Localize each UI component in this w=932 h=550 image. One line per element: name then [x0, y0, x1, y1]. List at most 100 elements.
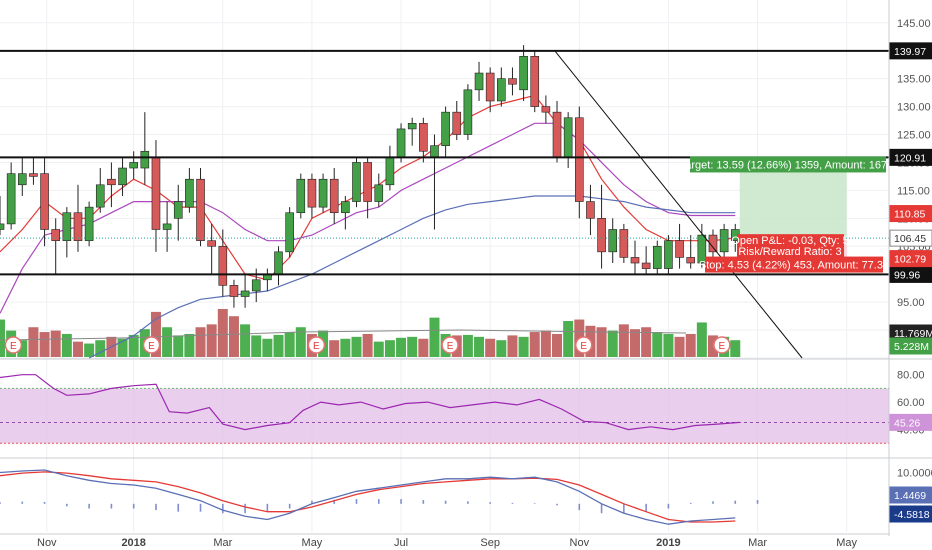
macd-histogram-bar	[756, 500, 759, 504]
volume-bar	[117, 338, 128, 357]
macd-histogram-bar	[578, 503, 581, 511]
volume-bar	[373, 341, 384, 357]
candle-body	[385, 156, 395, 186]
macd-histogram-tag: 1.4469	[894, 490, 926, 502]
volume-bar	[696, 322, 707, 357]
volume-bar	[652, 332, 663, 357]
candle-body	[151, 156, 161, 230]
target-label: Target: 13.59 (12.66%) 1359, Amount: 167…	[680, 159, 896, 171]
rsi-panel	[0, 374, 889, 444]
rsi-band	[0, 388, 889, 444]
candle-body	[441, 111, 450, 146]
level-price-tag-box	[889, 42, 932, 60]
right-axis: 145.00140.00135.00130.00125.00120.00115.…	[889, 18, 932, 523]
macd-histogram-bar	[88, 503, 90, 509]
candle-body	[641, 262, 651, 269]
candle-body	[352, 162, 361, 202]
candle-body	[530, 55, 540, 107]
candle-body	[485, 72, 495, 102]
volume-bar	[384, 340, 395, 357]
volume-bar	[128, 334, 139, 357]
volume-bar	[195, 327, 206, 357]
macd-line	[0, 469, 736, 525]
candle-body	[51, 229, 61, 241]
candle-body	[574, 117, 584, 202]
volume-bar	[262, 338, 273, 357]
volume-bar	[429, 317, 440, 357]
volume-bar	[50, 330, 61, 357]
macd-histogram-bar	[734, 500, 737, 504]
volume-bar	[329, 340, 340, 357]
candle-body	[73, 212, 83, 241]
volume-bar	[251, 335, 262, 357]
rsi-line	[0, 374, 740, 431]
candle-body	[240, 290, 250, 297]
price-tick-label: 125.00	[897, 130, 931, 142]
macd-histogram-bar	[444, 500, 447, 504]
pnl-label-box	[737, 234, 844, 259]
volume-bar	[496, 340, 507, 357]
candle-body	[608, 229, 618, 253]
candle-body	[552, 111, 562, 158]
volume-bar	[396, 337, 407, 357]
earnings-marker-label: E	[10, 341, 17, 352]
rsi-value-tag-box	[889, 413, 932, 431]
volume-bar	[273, 334, 284, 357]
candle-body	[664, 240, 673, 269]
macd-histogram-bar	[288, 503, 291, 509]
macd-value-tag-box	[889, 505, 932, 523]
candle-body	[62, 212, 72, 241]
candle-body	[630, 257, 640, 264]
candle-body	[162, 223, 172, 230]
volume-bar	[173, 335, 184, 357]
target-zone	[739, 162, 847, 239]
candle-body	[519, 55, 528, 91]
candle-body	[140, 150, 150, 169]
volume-current-tag-box	[889, 337, 932, 355]
level-price-tag: 120.91	[894, 152, 926, 164]
volume-bar	[84, 343, 95, 357]
candle-body	[619, 229, 629, 258]
price-tick-label: 95.00	[897, 297, 925, 309]
volume-bar	[162, 327, 173, 357]
macd-histogram-bar	[400, 499, 402, 504]
macd-histogram-bar	[155, 503, 157, 511]
candle-body	[541, 106, 551, 113]
macd-histogram-bar	[422, 500, 425, 504]
price-tag-box	[889, 205, 932, 223]
macd-value-tag: -4.5818	[894, 509, 930, 521]
volume-bar	[685, 333, 696, 357]
candle-body	[95, 184, 105, 208]
volume-bar	[95, 340, 106, 357]
candle-body	[118, 167, 127, 186]
volume-bar	[485, 338, 496, 357]
macd-histogram-bar	[132, 503, 135, 509]
macd-tick-label: 10.0000	[897, 468, 932, 480]
position-labels: Target: 13.59 (12.66%) 1359, Amount: 167…	[680, 156, 896, 273]
volume-bar	[540, 330, 551, 357]
candle-body	[318, 178, 328, 208]
volume-bar	[518, 336, 529, 357]
macd-histogram-bar	[489, 502, 491, 504]
macd-histogram-bar	[66, 503, 68, 507]
risk-reward-label: Risk/Reward Ratio: 3	[738, 246, 841, 258]
price-tick-label: 130.00	[897, 102, 931, 114]
target-label-box	[690, 156, 886, 173]
candle-body	[374, 184, 384, 202]
volume-bar	[407, 336, 418, 357]
price-tick-label: 145.00	[897, 18, 931, 30]
macd-histogram-bar	[355, 499, 358, 504]
candle-body	[452, 111, 462, 135]
rsi-tick-label: 80.00	[897, 370, 925, 382]
volume-bar	[529, 332, 540, 357]
macd-histogram-bar	[222, 503, 224, 514]
candle-body	[218, 245, 228, 286]
candle-body	[84, 206, 94, 241]
volume-bar	[340, 338, 351, 357]
open-pnl-label: Open P&L: -0.03, Qty: 5	[731, 235, 848, 247]
candle-body	[329, 178, 339, 214]
volume-bar	[351, 336, 362, 357]
candle-body	[285, 212, 294, 253]
candle-body	[274, 251, 283, 275]
